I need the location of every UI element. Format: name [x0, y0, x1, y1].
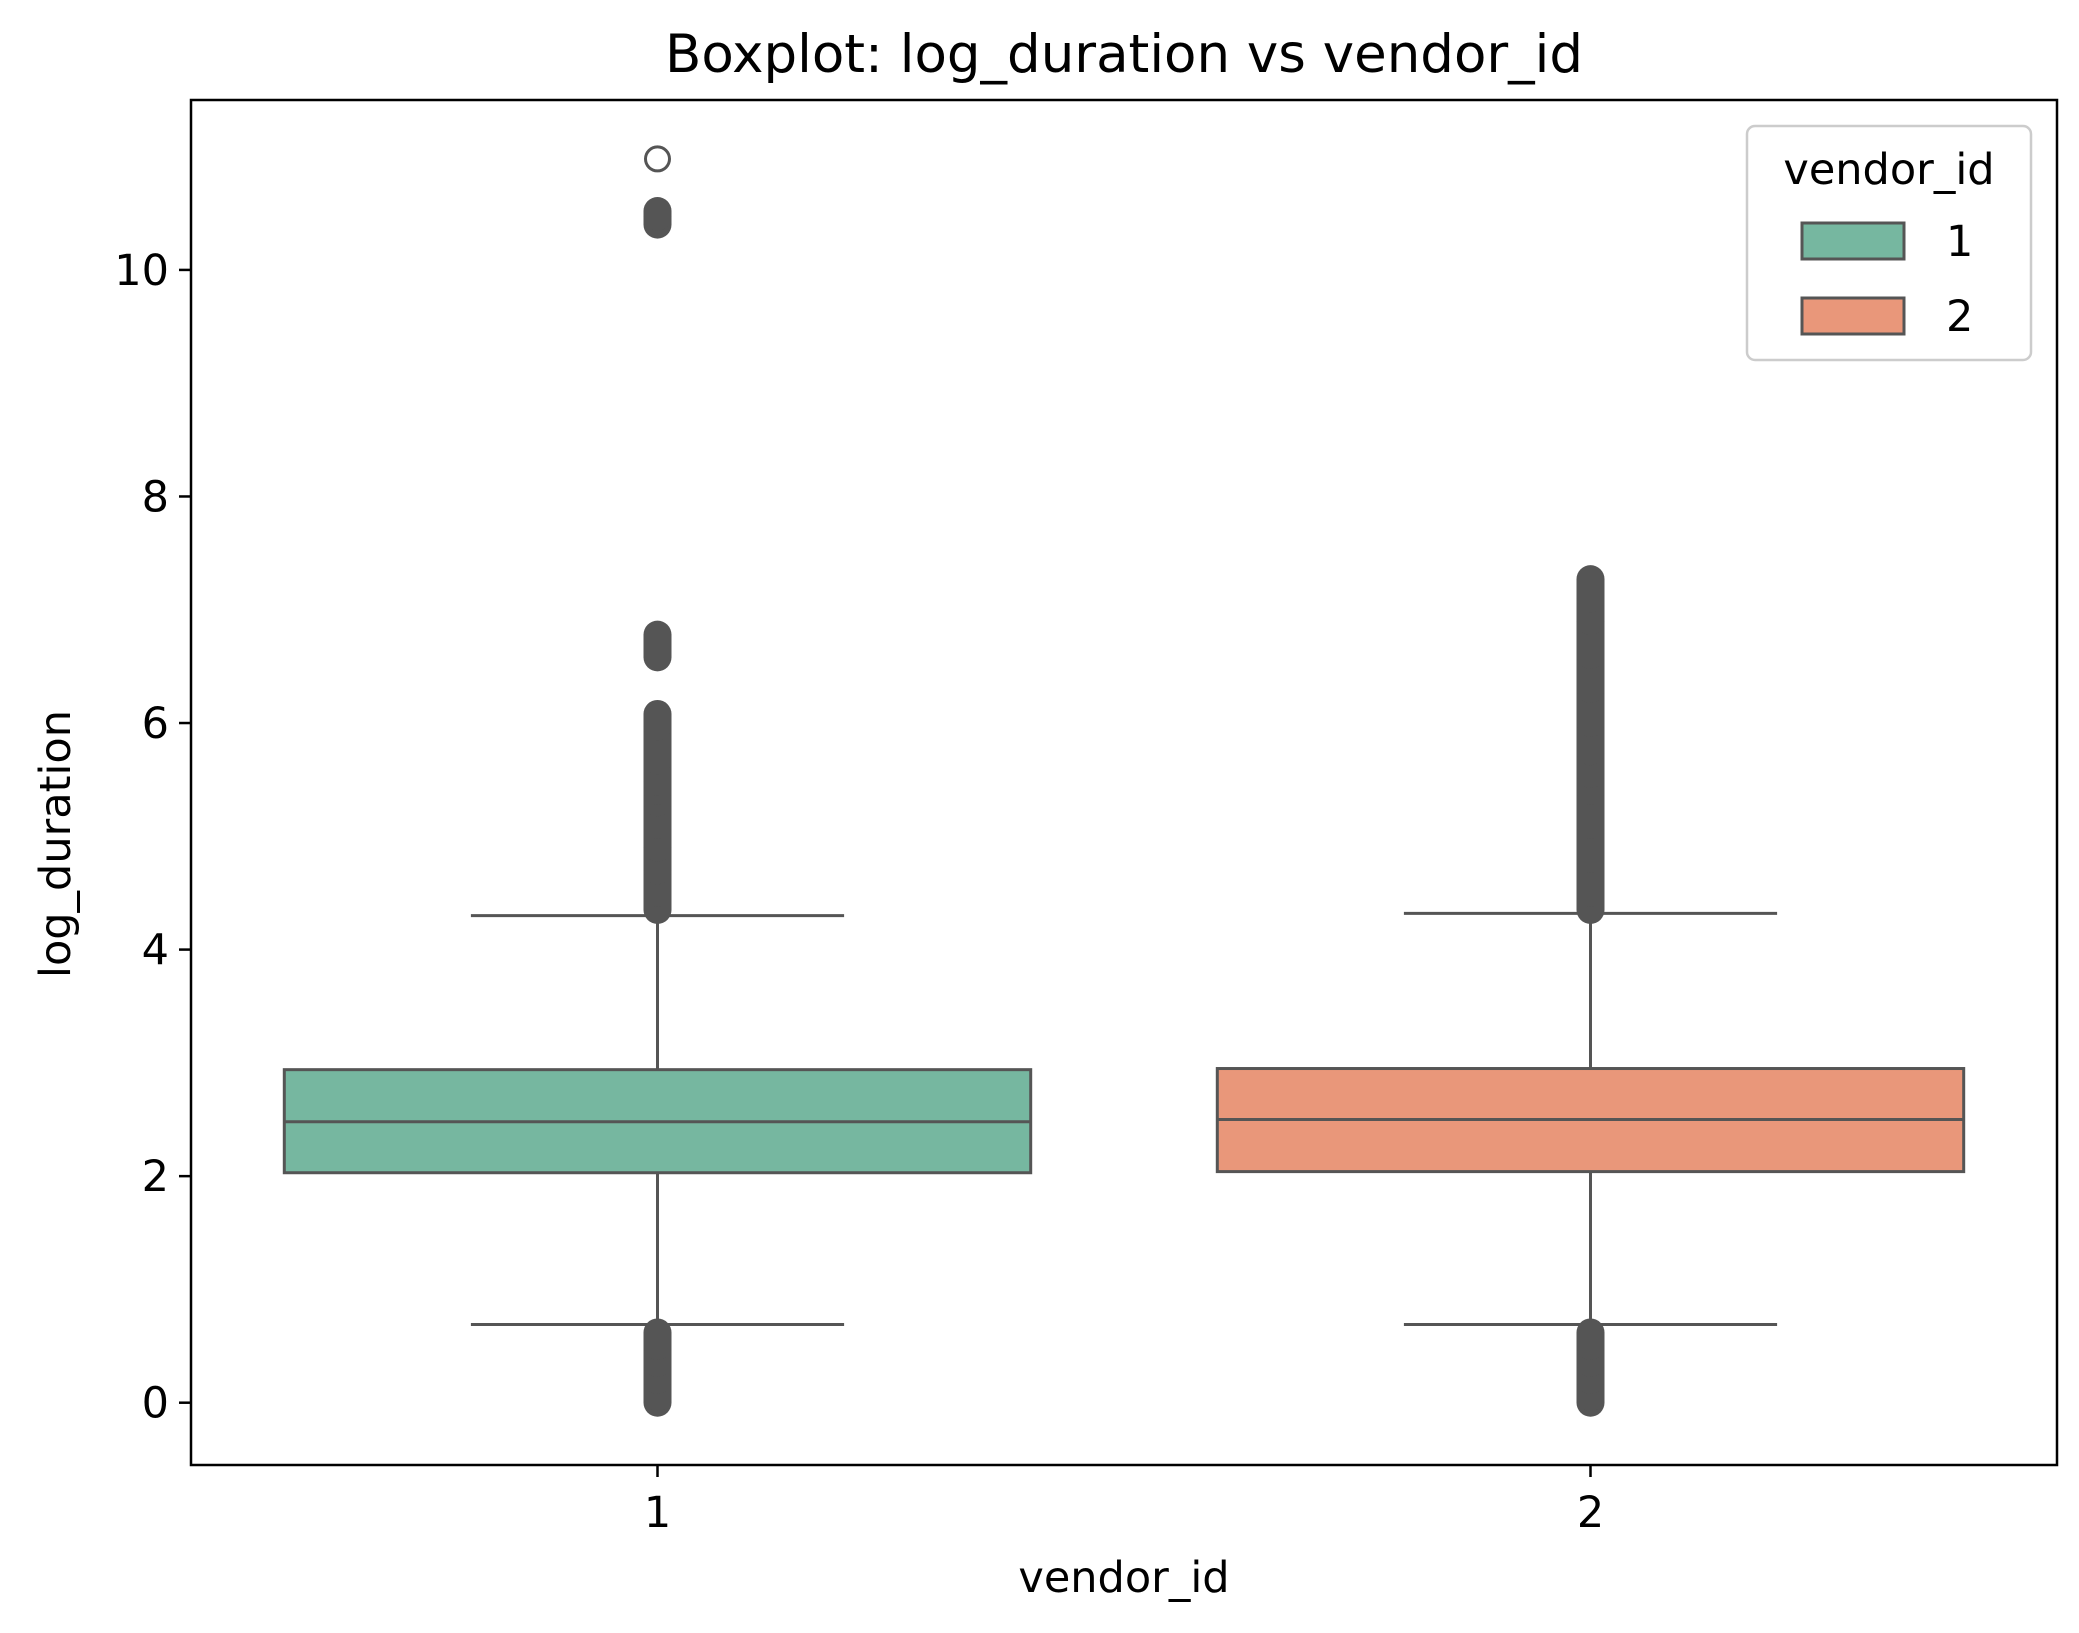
y-tick-label: 0 [142, 1379, 169, 1429]
x-tick-label: 1 [644, 1488, 671, 1538]
legend-title: vendor_id [1783, 145, 1994, 195]
y-tick-label: 2 [142, 1152, 169, 1202]
legend-swatch-1 [1800, 221, 1906, 261]
y-tick-label: 4 [142, 926, 169, 976]
legend-label-2: 2 [1946, 292, 1973, 342]
x-axis-label: vendor_id [1018, 1553, 1229, 1603]
y-tick-label: 8 [142, 472, 169, 522]
y-tick-label: 6 [142, 699, 169, 749]
y-axis-label: log_duration [31, 710, 81, 978]
y-axis-ticks: 0 2 4 6 8 10 [114, 246, 191, 1429]
plot-area [282, 145, 1966, 1417]
legend-swatch-2 [1800, 296, 1906, 336]
box-group-1 [282, 145, 1033, 1417]
axes-frame [189, 98, 2059, 1467]
legend-label-1: 1 [1946, 217, 1973, 267]
legend: vendor_id 1 2 [1745, 124, 2033, 362]
x-tick-label: 2 [1577, 1488, 1604, 1538]
outlier-point-1 [644, 145, 671, 173]
y-tick-label: 10 [114, 246, 169, 296]
box-group-2 [1215, 565, 1966, 1417]
chart-title: Boxplot: log_duration vs vendor_id [665, 24, 1583, 85]
